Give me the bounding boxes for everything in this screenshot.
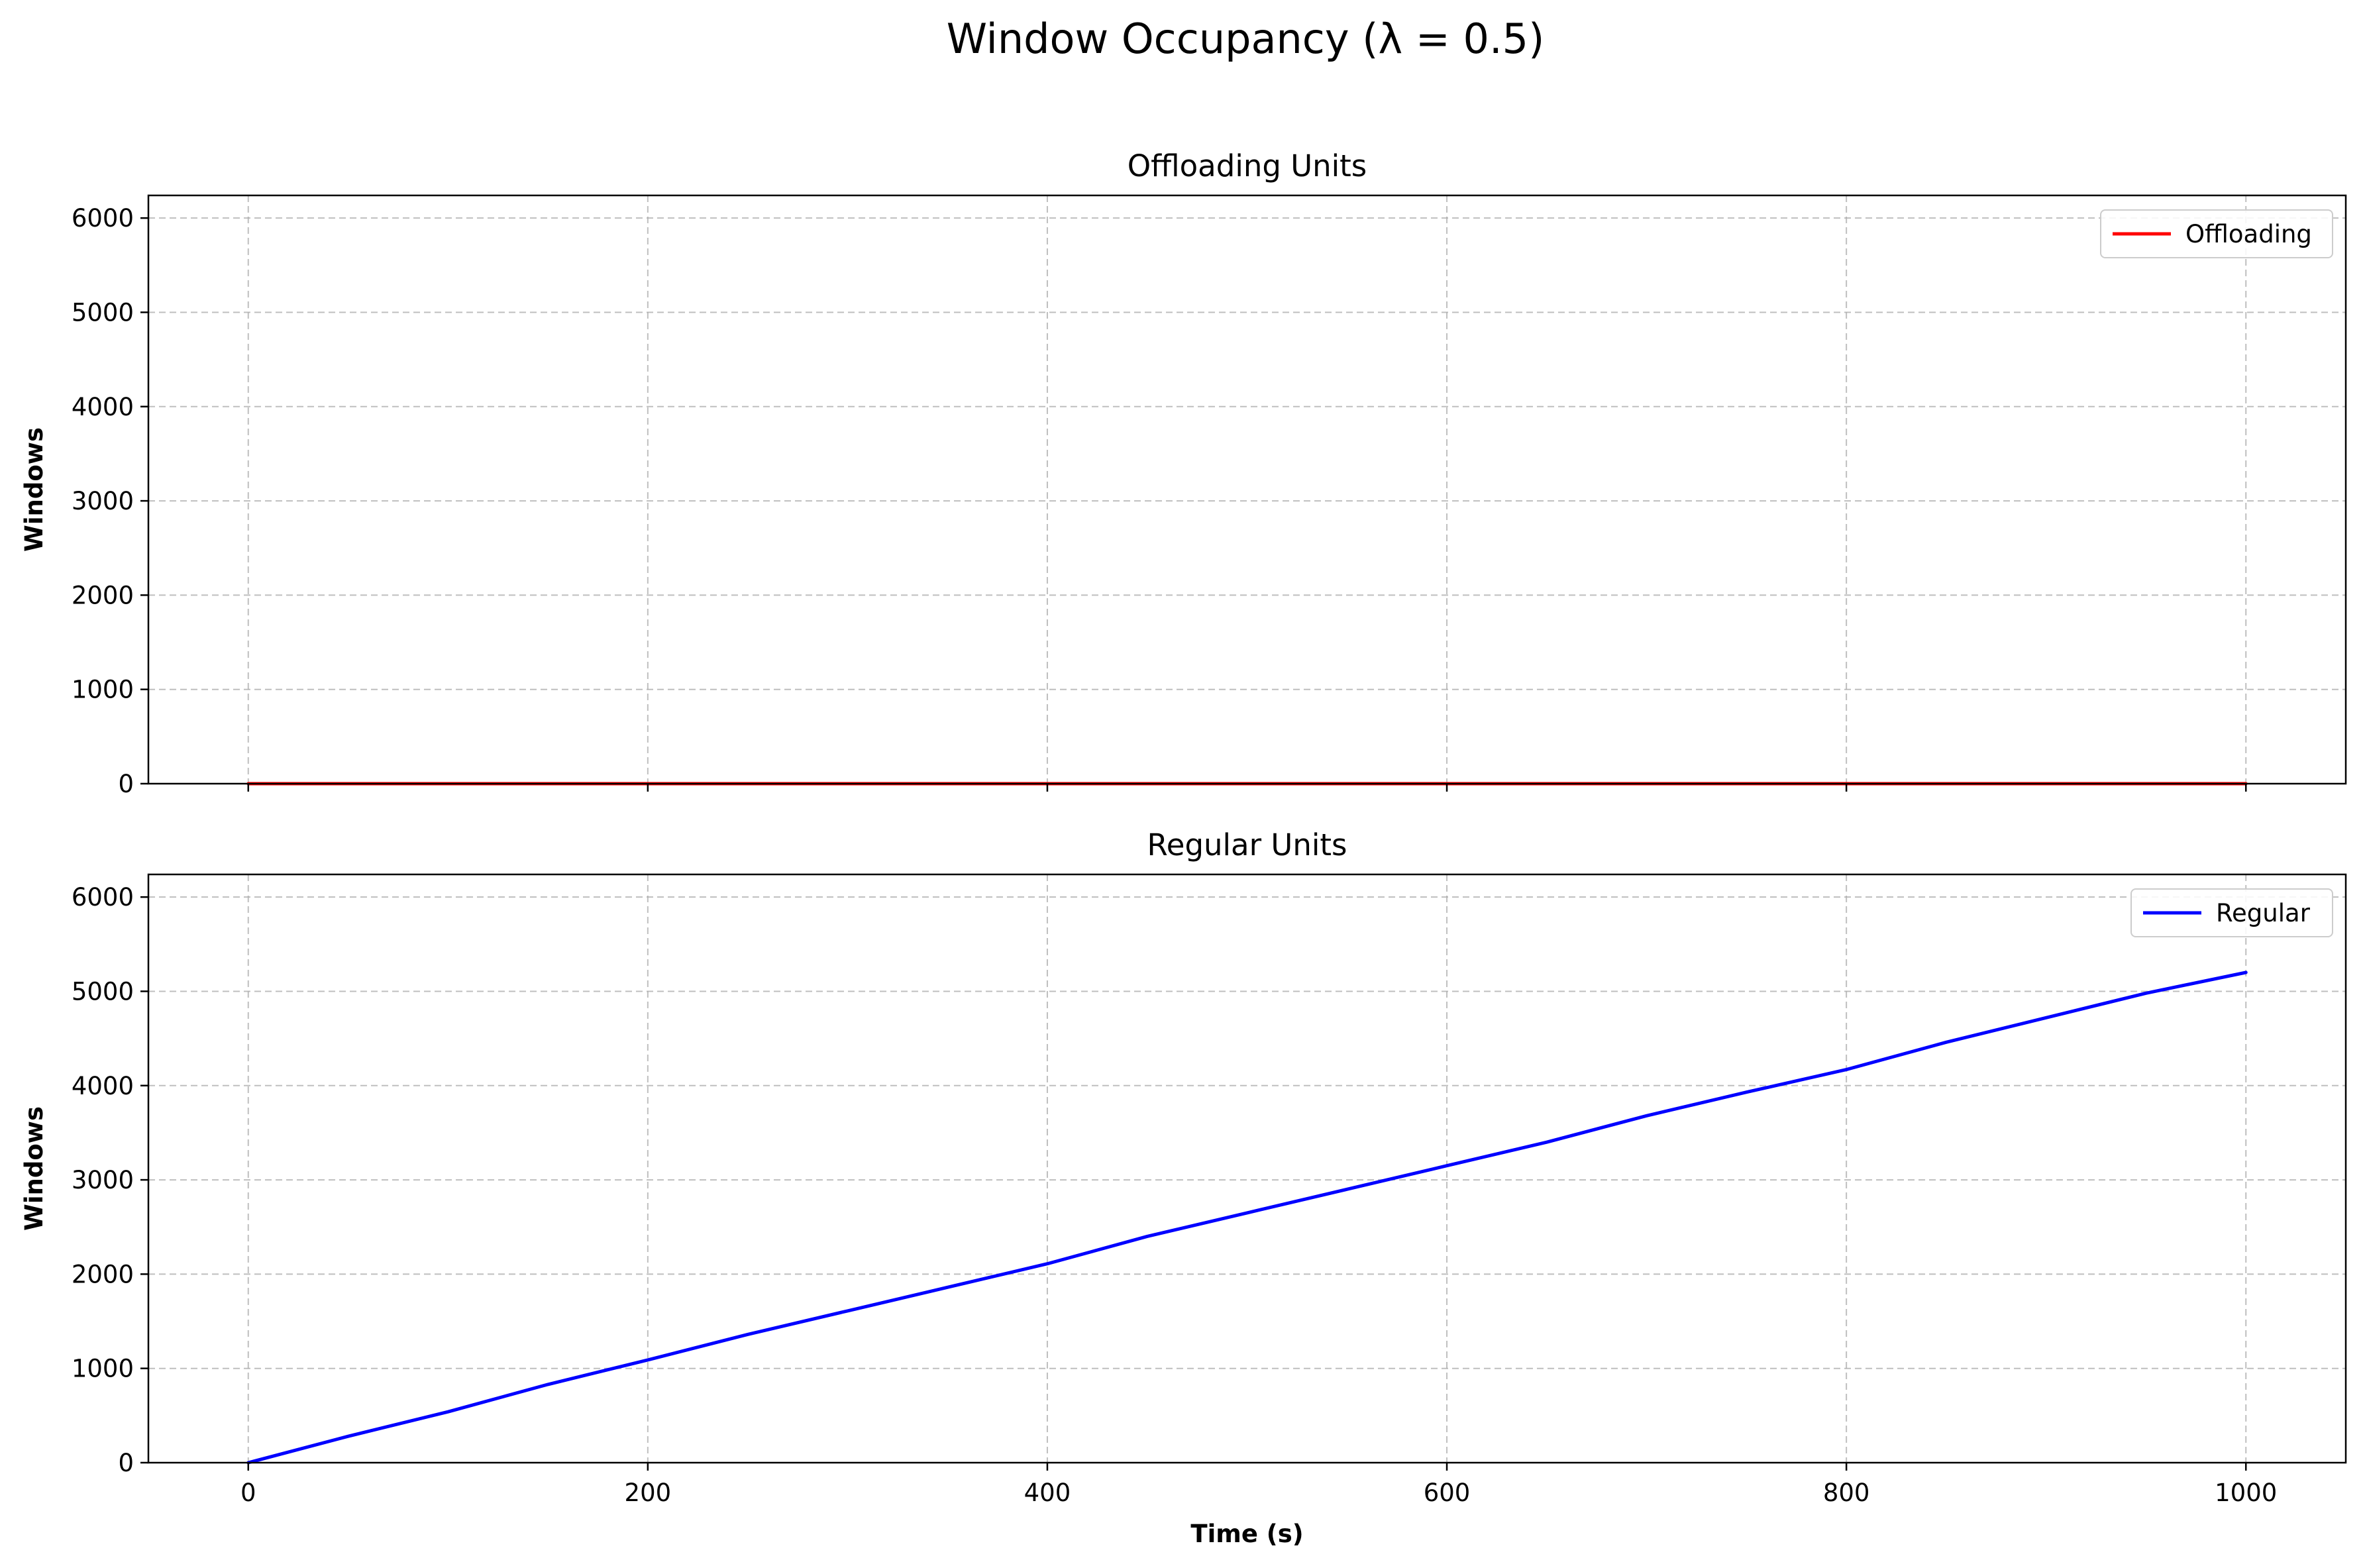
y-tick-label: 1000 [72, 1355, 134, 1383]
y-tick-label: 3000 [72, 487, 134, 515]
y-tick-label: 6000 [72, 204, 134, 233]
y-tick-label: 2000 [72, 1260, 134, 1288]
y-tick-label: 6000 [72, 883, 134, 912]
x-tick-label: 800 [1823, 1479, 1870, 1507]
series-line-regular [246, 970, 2248, 1465]
panel-2: 0 200 400 600 800 1000 0 1000 2000 3000 4000 5000 60… [20, 827, 2347, 1548]
y-axis-label: Windows [20, 427, 48, 552]
axes-frame [147, 194, 2347, 785]
y-tick-label: 1000 [72, 676, 134, 704]
x-tick-label: 400 [1024, 1479, 1071, 1507]
x-tick-label: 200 [625, 1479, 672, 1507]
x-tick-label: 600 [1424, 1479, 1471, 1507]
y-tick-label: 0 [118, 1449, 134, 1477]
x-tick-label: 1000 [2215, 1479, 2277, 1507]
y-tick-label: 3000 [72, 1166, 134, 1194]
y-tick-label: 5000 [72, 298, 134, 327]
legend-label: Offloading [2185, 220, 2312, 248]
y-axis-label: Windows [20, 1106, 48, 1231]
panel-1: 0 1000 2000 3000 4000 5000 6000 Offloading Unit… [20, 148, 2347, 798]
y-tick-label: 2000 [72, 581, 134, 609]
panel-title: Regular Units [1147, 827, 1347, 862]
y-tick-label: 4000 [72, 393, 134, 421]
figure-title: Window Occupancy (λ = 0.5) [947, 15, 1545, 63]
axes-frame [147, 873, 2347, 1464]
legend-label: Regular [2216, 899, 2311, 927]
legend-box [2100, 209, 2333, 258]
legend-box [2130, 888, 2333, 937]
y-tick-label: 5000 [72, 977, 134, 1006]
y-tick-label: 0 [118, 770, 134, 798]
x-tick-label: 0 [240, 1479, 256, 1507]
x-axis-label: Time (s) [1190, 1520, 1303, 1548]
y-tick-label: 4000 [72, 1072, 134, 1100]
panel-title: Offloading Units [1128, 148, 1367, 183]
